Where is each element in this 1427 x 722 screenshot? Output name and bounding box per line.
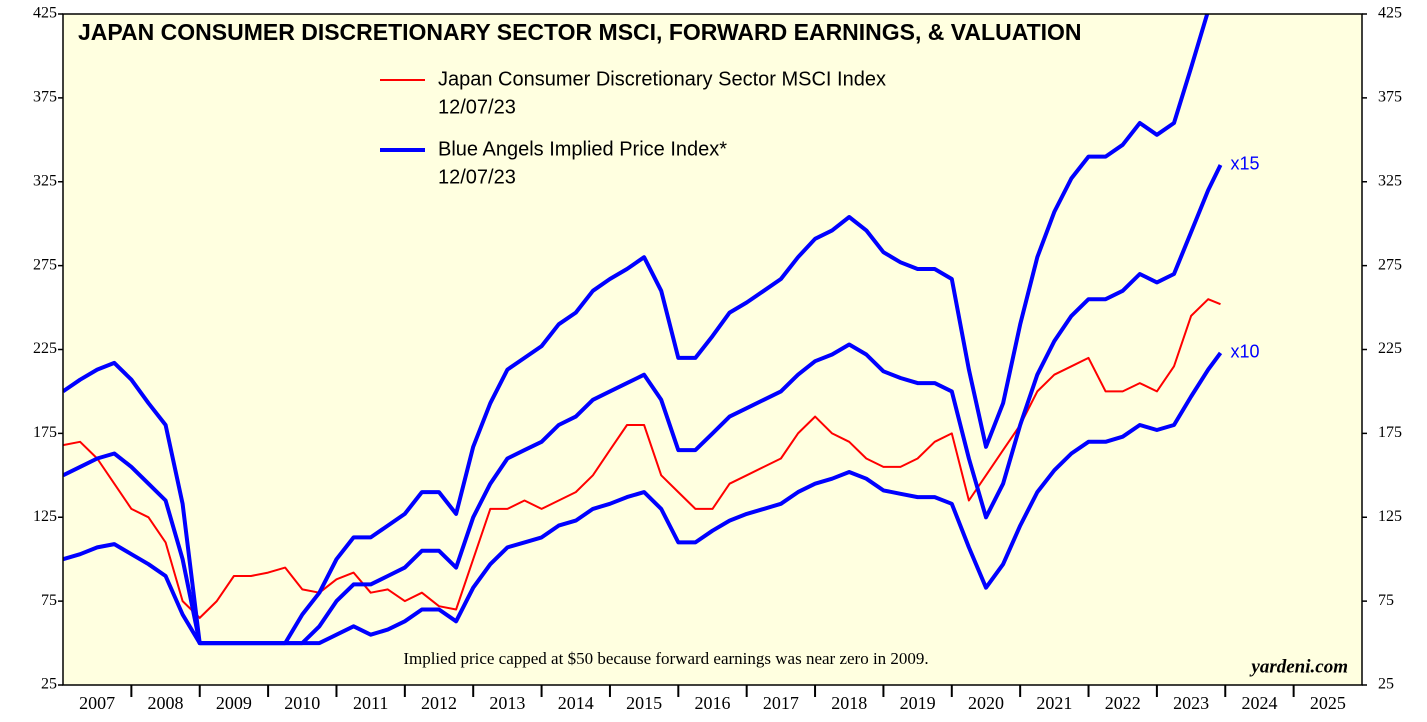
x-tick-label: 2018	[831, 693, 867, 713]
y-tick-label: 75	[41, 592, 57, 609]
y-tick-label-right: 275	[1378, 256, 1402, 273]
source: yardeni.com	[1249, 656, 1348, 677]
y-tick-label-right: 425	[1378, 5, 1402, 22]
x-tick-label: 2016	[695, 693, 731, 713]
x-tick-label: 2013	[489, 693, 525, 713]
legend-date: 12/07/23	[438, 166, 516, 188]
x-tick-label: 2024	[1241, 693, 1277, 713]
series-label: x15	[1230, 154, 1259, 174]
y-tick-label-right: 75	[1378, 592, 1394, 609]
y-tick-label-right: 175	[1378, 424, 1402, 441]
x-tick-label: 2021	[1036, 693, 1072, 713]
y-tick-label-right: 125	[1378, 508, 1402, 525]
series-label: x10	[1230, 342, 1259, 362]
y-tick-label-right: 375	[1378, 89, 1402, 106]
y-tick-label: 125	[33, 508, 57, 525]
series-line	[63, 298, 1221, 619]
x-tick-label: 2011	[353, 693, 388, 713]
x-tick-label: 2019	[900, 693, 936, 713]
x-tick-label: 2020	[968, 693, 1004, 713]
x-tick-label: 2014	[558, 693, 594, 713]
x-tick-label: 2022	[1105, 693, 1141, 713]
series-line	[63, 351, 1223, 646]
x-tick-label: 2023	[1173, 693, 1209, 713]
legend-label: Blue Angels Implied Price Index*	[438, 138, 727, 160]
chart-title: JAPAN CONSUMER DISCRETIONARY SECTOR MSCI…	[78, 19, 1082, 45]
y-tick-label: 375	[33, 89, 57, 106]
x-tick-label: 2008	[148, 693, 184, 713]
y-tick-label-right: 225	[1378, 340, 1402, 357]
y-tick-label: 275	[33, 256, 57, 273]
x-tick-label: 2010	[284, 693, 320, 713]
y-tick-label: 425	[33, 5, 57, 22]
plot-background	[63, 14, 1362, 685]
y-tick-label: 25	[41, 676, 57, 693]
y-tick-label: 225	[33, 340, 57, 357]
annotation: Implied price capped at $50 because forw…	[403, 649, 928, 668]
y-tick-label: 175	[33, 424, 57, 441]
y-tick-label-right: 25	[1378, 676, 1394, 693]
x-tick-label: 2025	[1310, 693, 1346, 713]
x-tick-label: 2007	[79, 693, 115, 713]
legend-label: Japan Consumer Discretionary Sector MSCI…	[438, 68, 886, 90]
lines	[63, 14, 1223, 646]
x-tick-label: 2015	[626, 693, 662, 713]
x-tick-label: 2009	[216, 693, 252, 713]
y-tick-label: 325	[33, 172, 57, 189]
x-tick-label: 2017	[763, 693, 799, 713]
y-tick-label-right: 325	[1378, 172, 1402, 189]
legend-date: 12/07/23	[438, 96, 516, 118]
x-tick-label: 2012	[421, 693, 457, 713]
